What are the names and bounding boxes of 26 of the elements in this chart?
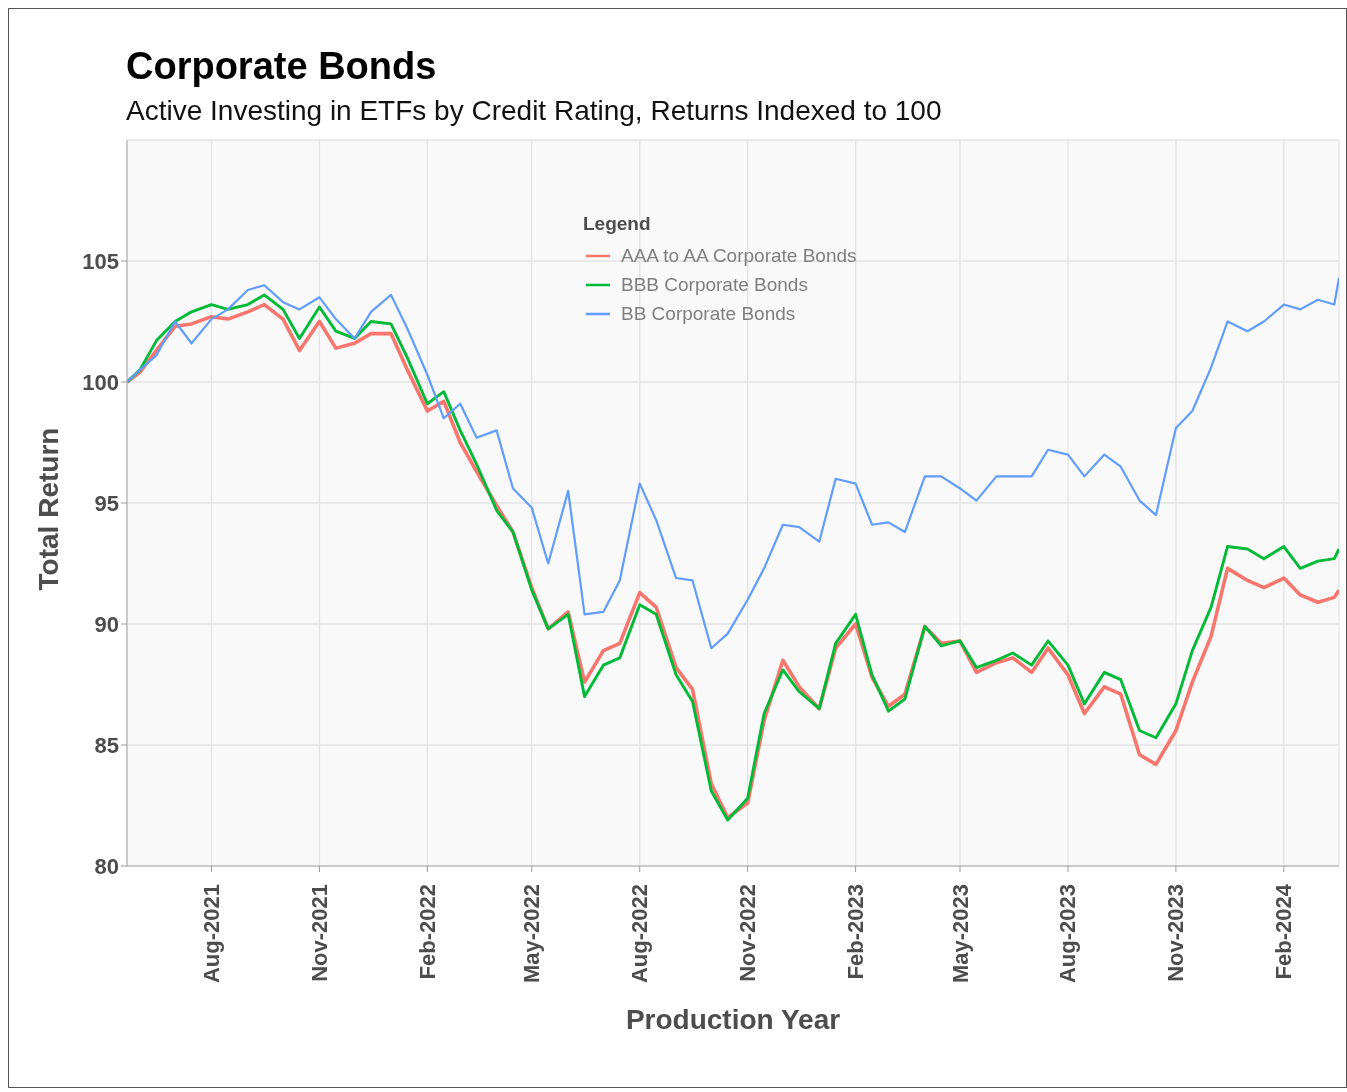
x-axis-title: Production Year — [624, 1004, 842, 1036]
chart-subtitle: Active Investing in ETFs by Credit Rating, Returns Indexed to 100 — [126, 95, 942, 127]
x-tick-label: Feb-2023 — [843, 884, 869, 980]
y-tick-label: 100 — [82, 369, 119, 395]
y-tick-label: 95 — [94, 490, 119, 516]
legend-label: BB Corporate Bonds — [621, 302, 796, 325]
x-tick-label: May-2023 — [947, 884, 973, 984]
legend-label: AAA to AA Corporate Bonds — [621, 244, 857, 267]
x-tick-label: Feb-2022 — [414, 884, 440, 980]
x-tick-label: Aug-2021 — [198, 884, 224, 984]
x-tick-label: May-2022 — [519, 884, 545, 984]
y-tick-label: 90 — [94, 611, 119, 637]
y-tick-label: 105 — [82, 248, 119, 274]
x-tick-label: Nov-2021 — [306, 884, 332, 982]
x-tick-label: Aug-2023 — [1055, 884, 1081, 984]
y-tick-label: 80 — [94, 853, 119, 879]
x-tick-label: Aug-2022 — [627, 884, 653, 984]
x-tick-label: Nov-2022 — [735, 884, 761, 982]
y-axis-title: Total Return — [33, 427, 65, 591]
x-tick-label: Feb-2024 — [1271, 883, 1297, 980]
x-tick-label: Nov-2023 — [1163, 884, 1189, 982]
chart-title: Corporate Bonds — [126, 45, 437, 88]
y-tick-label: 85 — [94, 732, 119, 758]
line-series — [127, 276, 1339, 650]
legend-label: BBB Corporate Bonds — [621, 273, 808, 296]
legend-title: Legend — [583, 213, 652, 235]
